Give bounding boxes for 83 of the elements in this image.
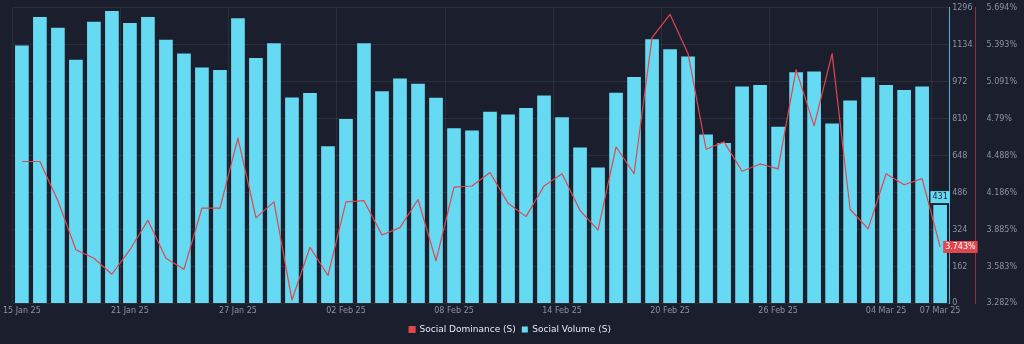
bar (213, 70, 227, 303)
bar (717, 143, 731, 303)
y-tick-label: 0 (952, 298, 958, 308)
bar (51, 27, 65, 303)
bar (393, 78, 407, 303)
x-tick-label: 08 Feb 25 (434, 306, 474, 316)
bar (645, 39, 659, 303)
bar (825, 123, 839, 303)
y2-tick-label: 3.885% (986, 224, 1018, 234)
bar (249, 57, 263, 303)
bar (591, 167, 605, 303)
bar (177, 53, 191, 303)
y-tick-label: 1134 (952, 39, 973, 49)
bar (897, 89, 911, 303)
bar (285, 97, 299, 303)
bar (69, 59, 83, 303)
bar (789, 72, 803, 303)
bar (771, 126, 785, 303)
x-tick-label: 21 Jan 25 (111, 306, 149, 316)
y-tick-label: 1296 (952, 2, 973, 12)
bar (123, 23, 137, 303)
bar (843, 100, 857, 303)
y2-tick-label: 3.282% (986, 298, 1018, 308)
y2-tick-label: 5.393% (986, 39, 1018, 49)
x-tick-label: 27 Jan 25 (219, 306, 257, 316)
y2-tick-label: 3.583% (986, 261, 1018, 271)
y-tick-label: 810 (952, 113, 968, 123)
x-tick-label: 14 Feb 25 (542, 306, 582, 316)
y-tick-label: 648 (952, 150, 968, 160)
bar (321, 146, 335, 303)
y2-tick-label: 5.694% (986, 2, 1018, 12)
x-tick-label: 26 Feb 25 (758, 306, 798, 316)
bar (807, 71, 821, 303)
bar (447, 128, 461, 303)
bar (699, 134, 713, 303)
bar (879, 84, 893, 303)
bar (483, 111, 497, 303)
bar (627, 76, 641, 303)
bar (429, 97, 443, 303)
bar (15, 45, 29, 303)
x-tick-label: 15 Jan 25 (3, 306, 41, 316)
bar (735, 86, 749, 303)
y-tick-label: 324 (952, 224, 968, 234)
bar (159, 39, 173, 303)
legend-label: Social Dominance (S) (419, 323, 516, 334)
bar (537, 95, 551, 303)
x-tick-label: 20 Feb 25 (650, 306, 690, 316)
bar (663, 49, 677, 303)
y-tick-label: 486 (952, 187, 968, 197)
bar (555, 117, 569, 303)
bar (303, 92, 317, 303)
bar (915, 86, 929, 303)
bar (141, 16, 155, 303)
bar (195, 67, 209, 303)
bar (681, 56, 695, 303)
bar (465, 130, 479, 303)
y-tick-label: 162 (952, 261, 968, 271)
bar (573, 147, 587, 303)
bar (357, 43, 371, 303)
bar (33, 16, 47, 303)
y2-tick-label: 4.186% (986, 187, 1018, 197)
y2-tick-label: 4.488% (986, 150, 1018, 160)
bar (501, 114, 515, 303)
x-tick-label: 04 Mar 25 (865, 306, 907, 316)
data-label: 3.743% (945, 241, 977, 251)
legend-label: Social Volume (S) (532, 323, 611, 334)
bar (753, 84, 767, 303)
bar (609, 92, 623, 303)
bar (267, 43, 281, 303)
bar (411, 83, 425, 303)
bar (87, 21, 101, 303)
y-tick-label: 972 (952, 76, 968, 86)
data-label: 431 (932, 192, 948, 202)
x-tick-label: 07 Mar 25 (919, 306, 961, 316)
y2-tick-label: 4.79% (986, 113, 1013, 123)
bar (861, 77, 875, 303)
bar (105, 10, 119, 303)
bar (231, 18, 245, 303)
bar (375, 91, 389, 303)
bar (519, 107, 533, 303)
x-tick-label: 02 Feb 25 (326, 306, 366, 316)
bar (339, 118, 353, 303)
y2-tick-label: 5.091% (986, 76, 1018, 86)
